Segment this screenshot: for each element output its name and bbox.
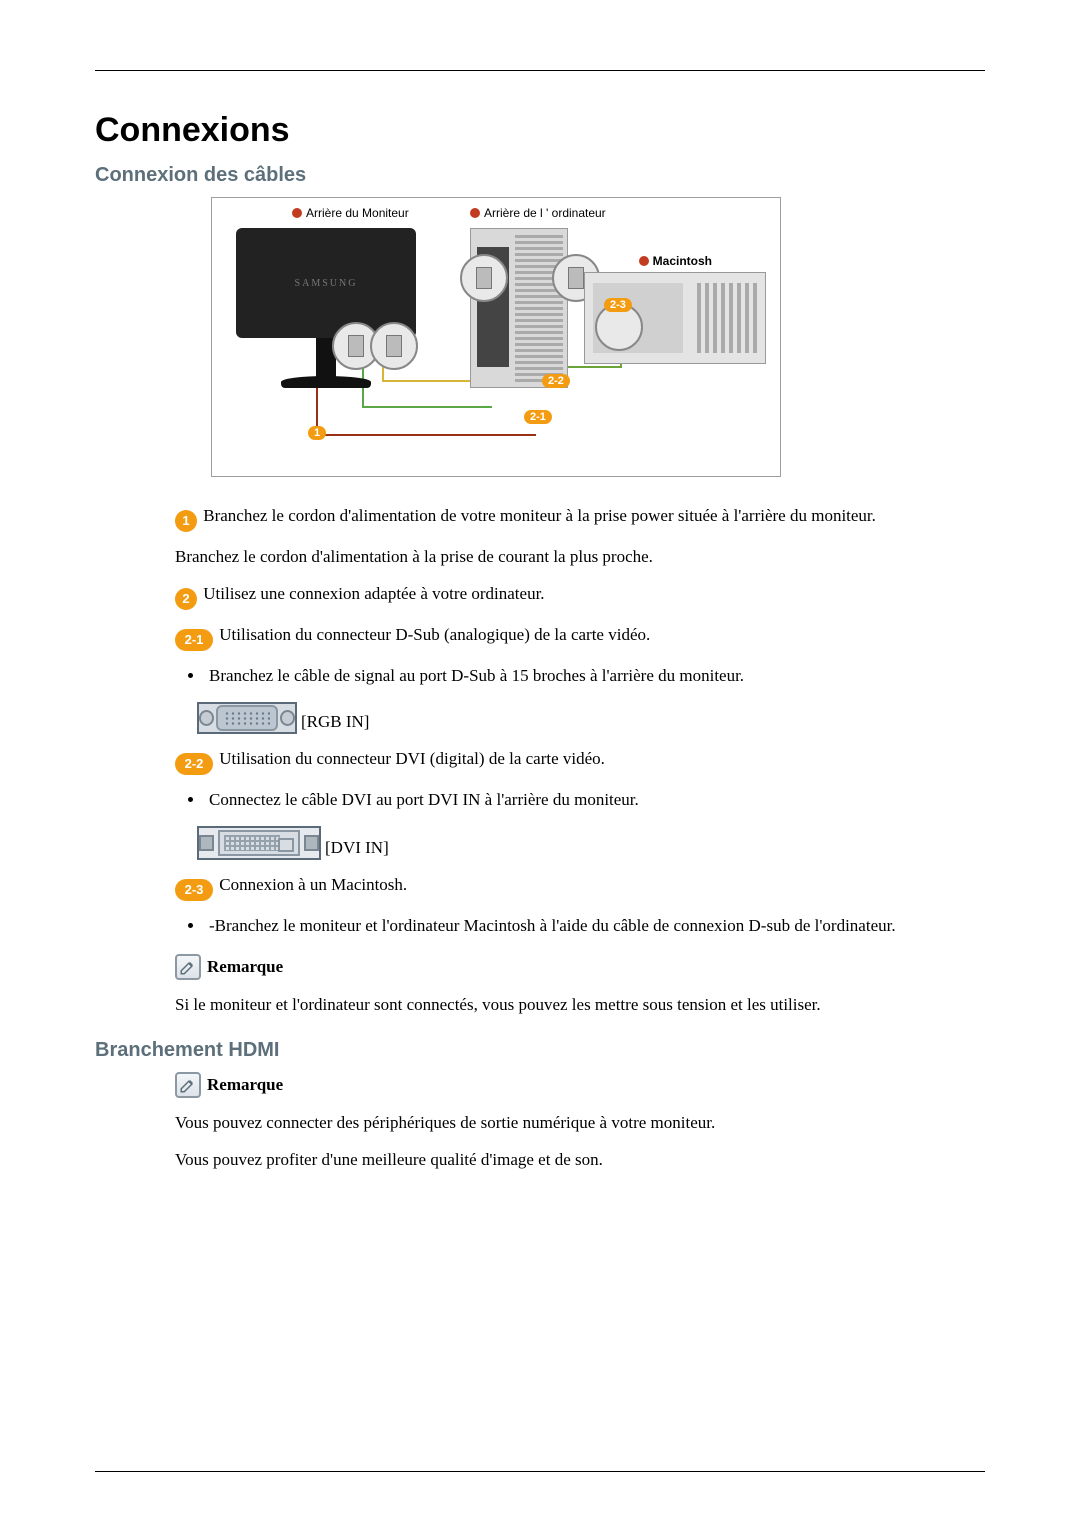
diagram-label-monitor: Arrière du Moniteur: [292, 206, 409, 220]
step1-text-a: Branchez le cordon d'alimentation de vot…: [203, 506, 876, 525]
note1-text: Si le moniteur et l'ordinateur sont conn…: [175, 994, 985, 1017]
rgb-port-icon: [197, 702, 297, 734]
label-dot-icon: [470, 208, 480, 218]
note-label-2: Remarque: [207, 1075, 283, 1095]
top-rule: [95, 70, 985, 71]
connection-diagram: Arrière du Moniteur Arrière de l ' ordin…: [211, 197, 781, 477]
note-icon: [175, 1072, 201, 1098]
step23-bullet: -Branchez le moniteur et l'ordinateur Ma…: [205, 915, 985, 938]
note-row-2: Remarque: [175, 1072, 985, 1098]
diagram-pc-vents: [515, 235, 563, 383]
step22-line: 2-2 Utilisation du connecteur DVI (digit…: [175, 748, 985, 775]
section2-heading: Branchement HDMI: [95, 1039, 985, 1062]
step1-text-b: Branchez le cordon d'alimentation à la p…: [175, 546, 985, 569]
note2-text-a: Vous pouvez connecter des périphériques …: [175, 1112, 985, 1135]
note-row-1: Remarque: [175, 954, 985, 980]
diagram-badge-23: 2-3: [604, 298, 632, 312]
diagram-mac: [584, 272, 766, 364]
section1-body: Arrière du Moniteur Arrière de l ' ordin…: [175, 197, 985, 1017]
dvi-port-row: [DVI IN]: [197, 826, 985, 860]
step22-text: Utilisation du connecteur DVI (digital) …: [219, 749, 605, 768]
diagram-monitor-base: [281, 376, 371, 388]
diagram-label-pc: Arrière de l ' ordinateur: [470, 206, 606, 220]
bottom-rule: [95, 1471, 985, 1472]
label-dot-icon: [292, 208, 302, 218]
step21-bullet: Branchez le câble de signal au port D-Su…: [205, 665, 985, 688]
badge-21: 2-1: [175, 629, 213, 651]
label-dot-icon: [639, 256, 649, 266]
badge-2: 2: [175, 588, 197, 610]
note-icon: [175, 954, 201, 980]
note2-text-b: Vous pouvez profiter d'une meilleure qua…: [175, 1149, 985, 1172]
pencil-icon: [179, 1076, 197, 1094]
step22-bullet-list: Connectez le câble DVI au port DVI IN à …: [175, 789, 985, 812]
step23-line: 2-3 Connexion à un Macintosh.: [175, 874, 985, 901]
dvi-port-label: [DVI IN]: [325, 838, 389, 858]
diagram-mac-slots: [697, 283, 757, 353]
step22-bullet: Connectez le câble DVI au port DVI IN à …: [205, 789, 985, 812]
diagram-pc-tower: [470, 228, 568, 388]
step21-line: 2-1 Utilisation du connecteur D-Sub (ana…: [175, 624, 985, 651]
rgb-port-row: [RGB IN]: [197, 702, 985, 734]
step2-line: 2 Utilisez une connexion adaptée à votre…: [175, 583, 985, 610]
diagram-pc-conn-1: [460, 254, 508, 302]
section1-heading: Connexion des câbles: [95, 164, 985, 187]
diagram-badge-1: 1: [308, 426, 326, 440]
rgb-port-label: [RGB IN]: [301, 712, 369, 732]
diagram-badge-21: 2-1: [524, 410, 552, 424]
badge-23: 2-3: [175, 879, 213, 901]
section2-body: Remarque Vous pouvez connecter des périp…: [175, 1072, 985, 1172]
step21-bullet-list: Branchez le câble de signal au port D-Su…: [175, 665, 985, 688]
diagram-label-mac-text: Macintosh: [653, 254, 712, 268]
diagram-label-mac: Macintosh: [639, 254, 712, 268]
diagram-badge-22: 2-2: [542, 374, 570, 388]
step2-text: Utilisez une connexion adaptée à votre o…: [203, 584, 544, 603]
page: Connexions Connexion des câbles Arrière …: [0, 0, 1080, 1527]
step21-text: Utilisation du connecteur D-Sub (analogi…: [219, 625, 650, 644]
dvi-port-icon: [197, 826, 321, 860]
badge-1: 1: [175, 510, 197, 532]
diagram-monitor-conn-2: [370, 322, 418, 370]
step1-line1: 1 Branchez le cordon d'alimentation de v…: [175, 505, 985, 532]
step23-bullet-list: -Branchez le moniteur et l'ordinateur Ma…: [175, 915, 985, 938]
diagram-label-pc-text: Arrière de l ' ordinateur: [484, 206, 606, 220]
pencil-icon: [179, 958, 197, 976]
note-label-1: Remarque: [207, 957, 283, 977]
diagram-monitor-brand: SAMSUNG: [295, 278, 358, 289]
step23-text: Connexion à un Macintosh.: [219, 875, 407, 894]
badge-22: 2-2: [175, 753, 213, 775]
diagram-label-monitor-text: Arrière du Moniteur: [306, 206, 409, 220]
page-title: Connexions: [95, 111, 985, 150]
